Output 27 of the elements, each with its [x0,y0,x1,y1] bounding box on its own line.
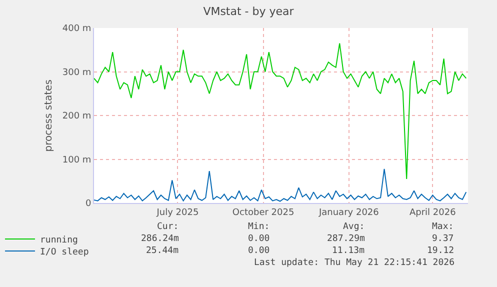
text: Max: [432,222,454,232]
text: Min: [248,222,270,232]
y-tick-label: 400 m [62,24,92,34]
y-tick-label: 100 m [62,155,92,166]
y-tick-label: 200 m [62,112,92,122]
x-tick-label: April 2026 [409,208,456,218]
text: Cur: [157,222,179,232]
chart-title: VMstat - by year [203,4,294,18]
text: Last update: Thu May 21 22:15:41 2026 [254,258,454,268]
line-series [94,42,467,180]
x-tick-label: July 2025 [156,208,199,218]
x-tick-label: October 2025 [232,208,294,218]
text: 9.37 [432,234,454,244]
y-axis-title: process states [44,80,55,152]
text: 25.44m [146,246,179,256]
text: 0.00 [248,234,270,244]
y-tick-label: 300 m [62,68,92,78]
text: 11.13m [332,246,365,256]
text: 287.29m [327,234,365,244]
legend-label: I/O sleep [40,248,89,258]
legend-label: running [40,236,78,246]
text: Avg: [343,222,365,232]
text: 0.00 [248,246,270,256]
text: 19.12 [427,246,454,256]
x-tick-label: January 2026 [318,208,380,218]
y-tick-label: 0 [85,199,92,210]
text: 286.24m [141,234,179,244]
